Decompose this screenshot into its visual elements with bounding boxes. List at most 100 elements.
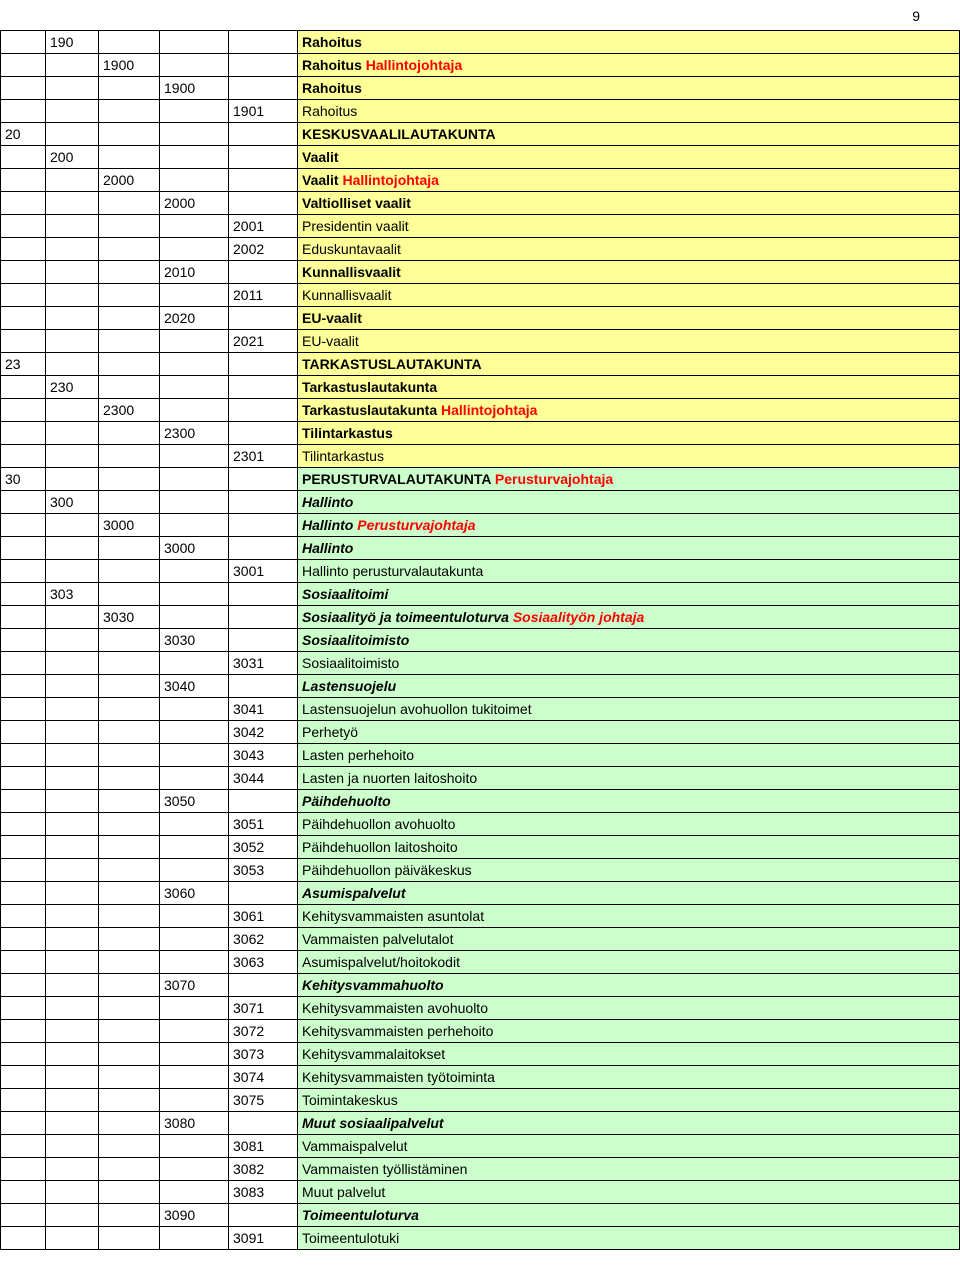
label-cell: Vaalit	[298, 146, 960, 169]
label-part: Rahoitus	[302, 34, 362, 50]
code-cell-level4: 3043	[229, 744, 298, 767]
code-cell-level2	[99, 146, 160, 169]
code-cell-level1	[46, 537, 99, 560]
table-row: 3043Lasten perhehoito	[1, 744, 960, 767]
table-row: 20KESKUSVAALILAUTAKUNTA	[1, 123, 960, 146]
code-cell-level4: 3051	[229, 813, 298, 836]
label-cell: Sosiaalityö ja toimeentuloturva Sosiaali…	[298, 606, 960, 629]
code-cell-level2	[99, 537, 160, 560]
table-row: 3061Kehitysvammaisten asuntolat	[1, 905, 960, 928]
code-cell-level0	[1, 399, 46, 422]
code-cell-level0	[1, 1181, 46, 1204]
code-cell-level1	[46, 1112, 99, 1135]
code-cell-level4: 3083	[229, 1181, 298, 1204]
table-row: 3000Hallinto	[1, 537, 960, 560]
code-cell-level0	[1, 583, 46, 606]
code-cell-level2	[99, 491, 160, 514]
code-cell-level3	[160, 376, 229, 399]
label-part: Kehitysvammaisten avohuolto	[302, 1000, 488, 1016]
code-cell-level0	[1, 836, 46, 859]
code-cell-level1	[46, 1066, 99, 1089]
code-cell-level3: 3000	[160, 537, 229, 560]
table-row: 3070Kehitysvammahuolto	[1, 974, 960, 997]
code-cell-level2	[99, 353, 160, 376]
code-cell-level2	[99, 330, 160, 353]
code-cell-level3	[160, 928, 229, 951]
code-cell-level3	[160, 491, 229, 514]
code-cell-level3	[160, 859, 229, 882]
table-row: 3031Sosiaalitoimisto	[1, 652, 960, 675]
label-part: Toimintakeskus	[302, 1092, 398, 1108]
code-cell-level3: 2000	[160, 192, 229, 215]
label-part: Muut sosiaalipalvelut	[302, 1115, 444, 1131]
code-cell-level0: 20	[1, 123, 46, 146]
code-cell-level1	[46, 928, 99, 951]
label-cell: Rahoitus	[298, 77, 960, 100]
label-part: Muut palvelut	[302, 1184, 385, 1200]
code-cell-level1	[46, 698, 99, 721]
code-cell-level1: 303	[46, 583, 99, 606]
code-cell-level0	[1, 744, 46, 767]
table-row: 3090Toimeentuloturva	[1, 1204, 960, 1227]
code-cell-level1	[46, 169, 99, 192]
table-row: 2001Presidentin vaalit	[1, 215, 960, 238]
code-cell-level3: 3090	[160, 1204, 229, 1227]
code-cell-level3	[160, 1181, 229, 1204]
code-cell-level1	[46, 974, 99, 997]
label-cell: Lasten perhehoito	[298, 744, 960, 767]
table-row: 3073Kehitysvammalaitokset	[1, 1043, 960, 1066]
table-row: 3083Muut palvelut	[1, 1181, 960, 1204]
code-cell-level3	[160, 652, 229, 675]
code-cell-level4: 3042	[229, 721, 298, 744]
code-cell-level1	[46, 606, 99, 629]
label-cell: Hallinto	[298, 491, 960, 514]
table-row: 3052Päihdehuollon laitoshoito	[1, 836, 960, 859]
code-cell-level1	[46, 261, 99, 284]
label-part: Hallinto perusturvalautakunta	[302, 563, 483, 579]
label-part: Lasten perhehoito	[302, 747, 414, 763]
table-row: 3074Kehitysvammaisten työtoiminta	[1, 1066, 960, 1089]
code-cell-level4	[229, 169, 298, 192]
code-cell-level4	[229, 606, 298, 629]
code-cell-level1	[46, 813, 99, 836]
code-cell-level2	[99, 928, 160, 951]
table-row: 3063Asumispalvelut/hoitokodit	[1, 951, 960, 974]
code-cell-level4	[229, 1112, 298, 1135]
code-cell-level3	[160, 514, 229, 537]
code-cell-level0	[1, 1112, 46, 1135]
label-cell: Sosiaalitoimisto	[298, 652, 960, 675]
code-cell-level2	[99, 1066, 160, 1089]
label-part: Lastensuojelun avohuollon tukitoimet	[302, 701, 532, 717]
code-cell-level1	[46, 882, 99, 905]
code-cell-level0	[1, 1204, 46, 1227]
label-part: Sosiaalitoimisto	[302, 655, 399, 671]
label-cell: Eduskuntavaalit	[298, 238, 960, 261]
table-row: 3071Kehitysvammaisten avohuolto	[1, 997, 960, 1020]
table-row: 3053Päihdehuollon päiväkeskus	[1, 859, 960, 882]
code-cell-level3	[160, 698, 229, 721]
code-cell-level2	[99, 1089, 160, 1112]
code-cell-level2	[99, 629, 160, 652]
code-cell-level0	[1, 1135, 46, 1158]
code-cell-level4	[229, 353, 298, 376]
code-cell-level2	[99, 192, 160, 215]
code-cell-level4	[229, 583, 298, 606]
code-cell-level1	[46, 445, 99, 468]
label-cell: Lastensuojelun avohuollon tukitoimet	[298, 698, 960, 721]
table-row: 3081Vammaispalvelut	[1, 1135, 960, 1158]
label-cell: Päihdehuollon avohuolto	[298, 813, 960, 836]
code-cell-level2	[99, 307, 160, 330]
code-cell-level4	[229, 882, 298, 905]
label-part: Vaalit	[302, 172, 342, 188]
code-cell-level2	[99, 1158, 160, 1181]
code-cell-level3	[160, 951, 229, 974]
code-cell-level1: 190	[46, 31, 99, 54]
code-cell-level3	[160, 744, 229, 767]
table-row: 3030Sosiaalityö ja toimeentuloturva Sosi…	[1, 606, 960, 629]
label-part: Hallintojohtaja	[366, 57, 462, 73]
label-cell: Päihdehuolto	[298, 790, 960, 813]
table-row: 3072Kehitysvammaisten perhehoito	[1, 1020, 960, 1043]
code-cell-level2	[99, 100, 160, 123]
code-cell-level2	[99, 951, 160, 974]
code-cell-level0	[1, 445, 46, 468]
